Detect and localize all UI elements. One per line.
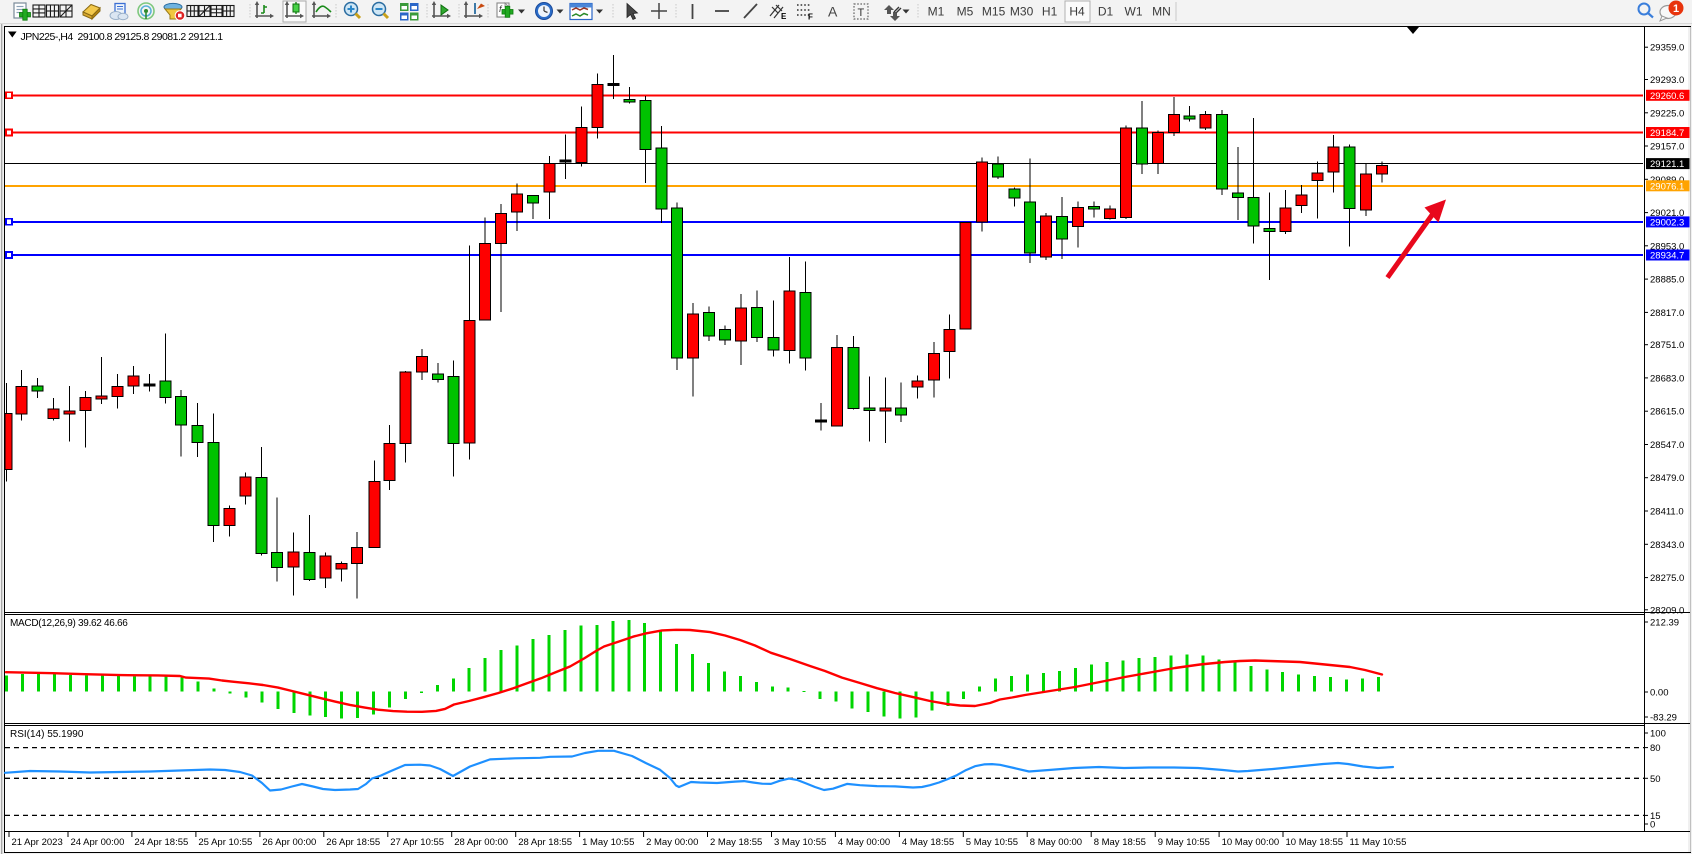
svg-text:11 May 10:55: 11 May 10:55 bbox=[1350, 837, 1407, 848]
svg-text:0.00: 0.00 bbox=[1650, 688, 1669, 699]
svg-text:-83.29: -83.29 bbox=[1650, 713, 1677, 724]
svg-text:4 May 18:55: 4 May 18:55 bbox=[902, 837, 954, 848]
svg-text:26 Apr 18:55: 26 Apr 18:55 bbox=[326, 837, 380, 848]
svg-text:10 May 00:00: 10 May 00:00 bbox=[1222, 837, 1280, 848]
svg-text:0: 0 bbox=[1650, 820, 1655, 831]
svg-text:28953.0: 28953.0 bbox=[1650, 241, 1684, 252]
svg-text:25 Apr 10:55: 25 Apr 10:55 bbox=[198, 837, 252, 848]
svg-text:28751.0: 28751.0 bbox=[1650, 340, 1684, 351]
svg-text:80: 80 bbox=[1650, 743, 1661, 754]
svg-text:29359.0: 29359.0 bbox=[1650, 43, 1684, 54]
svg-text:MACD(12,26,9) 39.62 46.66: MACD(12,26,9) 39.62 46.66 bbox=[10, 618, 128, 629]
svg-text:212.39: 212.39 bbox=[1650, 618, 1679, 629]
svg-text:1 May 10:55: 1 May 10:55 bbox=[582, 837, 634, 848]
svg-text:8 May 18:55: 8 May 18:55 bbox=[1094, 837, 1146, 848]
svg-text:29293.0: 29293.0 bbox=[1650, 75, 1684, 86]
svg-text:29076.1: 29076.1 bbox=[1650, 181, 1684, 192]
svg-text:JPN225-,H4 29100.8 29125.8 29: JPN225-,H4 29100.8 29125.8 29081.2 29121… bbox=[21, 31, 224, 43]
svg-text:28934.7: 28934.7 bbox=[1650, 251, 1684, 262]
svg-text:M1: M1 bbox=[928, 5, 945, 19]
svg-text:28817.0: 28817.0 bbox=[1650, 308, 1684, 319]
svg-text:F: F bbox=[808, 13, 813, 22]
svg-text:28547.0: 28547.0 bbox=[1650, 440, 1684, 451]
svg-text:29157.0: 29157.0 bbox=[1650, 142, 1684, 153]
svg-text:29260.6: 29260.6 bbox=[1650, 91, 1684, 102]
svg-text:T: T bbox=[858, 7, 865, 19]
svg-text:21 Apr 2023: 21 Apr 2023 bbox=[12, 837, 63, 848]
svg-text:A: A bbox=[828, 4, 838, 20]
svg-text:f: f bbox=[499, 4, 503, 14]
svg-text:M30: M30 bbox=[1010, 5, 1034, 19]
svg-text:8 May 00:00: 8 May 00:00 bbox=[1030, 837, 1082, 848]
svg-text:H4: H4 bbox=[1069, 5, 1085, 19]
svg-text:2 May 00:00: 2 May 00:00 bbox=[646, 837, 698, 848]
svg-text:D1: D1 bbox=[1098, 5, 1114, 19]
svg-text:4 May 00:00: 4 May 00:00 bbox=[838, 837, 890, 848]
svg-text:28275.0: 28275.0 bbox=[1650, 573, 1684, 584]
svg-text:28343.0: 28343.0 bbox=[1650, 540, 1684, 551]
svg-text:28 Apr 00:00: 28 Apr 00:00 bbox=[454, 837, 508, 848]
svg-text:28 Apr 18:55: 28 Apr 18:55 bbox=[518, 837, 572, 848]
svg-text:5 May 10:55: 5 May 10:55 bbox=[966, 837, 1018, 848]
svg-text:28615.0: 28615.0 bbox=[1650, 407, 1684, 418]
svg-text:26 Apr 00:00: 26 Apr 00:00 bbox=[262, 837, 316, 848]
svg-text:MN: MN bbox=[1152, 5, 1171, 19]
svg-text:10 May 18:55: 10 May 18:55 bbox=[1286, 837, 1344, 848]
svg-text:15: 15 bbox=[1650, 811, 1661, 822]
svg-text:29002.3: 29002.3 bbox=[1650, 218, 1684, 229]
svg-text:W1: W1 bbox=[1125, 5, 1143, 19]
svg-text:27 Apr 10:55: 27 Apr 10:55 bbox=[390, 837, 444, 848]
svg-text:2 May 18:55: 2 May 18:55 bbox=[710, 837, 762, 848]
svg-text:24 Apr 18:55: 24 Apr 18:55 bbox=[134, 837, 188, 848]
svg-text:H1: H1 bbox=[1042, 5, 1058, 19]
svg-text:100: 100 bbox=[1650, 729, 1666, 740]
svg-text:1: 1 bbox=[1673, 3, 1679, 15]
svg-text:3 May 10:55: 3 May 10:55 bbox=[774, 837, 826, 848]
svg-text:29184.7: 29184.7 bbox=[1650, 128, 1684, 139]
svg-text:28683.0: 28683.0 bbox=[1650, 373, 1684, 384]
svg-text:28411.0: 28411.0 bbox=[1650, 507, 1684, 518]
svg-text:28209.0: 28209.0 bbox=[1650, 605, 1684, 616]
svg-text:M15: M15 bbox=[982, 5, 1006, 19]
svg-text:29121.1: 29121.1 bbox=[1650, 159, 1684, 170]
svg-text:29225.0: 29225.0 bbox=[1650, 108, 1684, 119]
svg-text:E: E bbox=[781, 12, 787, 21]
svg-text:M5: M5 bbox=[957, 5, 974, 19]
svg-text:24 Apr 00:00: 24 Apr 00:00 bbox=[71, 837, 125, 848]
svg-text:50: 50 bbox=[1650, 774, 1661, 785]
svg-text:28885.0: 28885.0 bbox=[1650, 275, 1684, 286]
svg-text:29021.0: 29021.0 bbox=[1650, 208, 1684, 219]
svg-text:RSI(14) 55.1990: RSI(14) 55.1990 bbox=[10, 729, 84, 740]
svg-text:28479.0: 28479.0 bbox=[1650, 473, 1684, 484]
svg-text:9 May 10:55: 9 May 10:55 bbox=[1158, 837, 1210, 848]
